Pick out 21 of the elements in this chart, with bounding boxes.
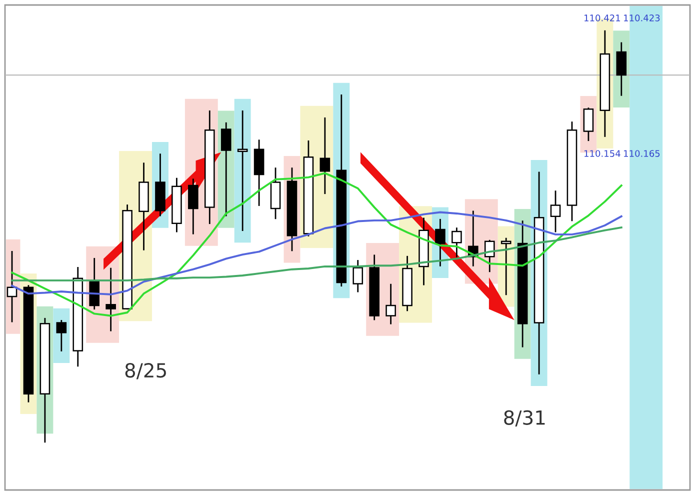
text: 110.423 [624,14,660,22]
candlestick [106,268,116,332]
candlestick [550,190,561,232]
candlestick [435,218,446,266]
candlestick [500,238,512,296]
candlestick [220,122,232,216]
text: 110.421 [584,14,620,22]
candlestick [452,228,462,258]
candlestick [6,250,18,322]
candlestick [583,108,594,142]
candlestick [56,320,67,352]
candlestick [616,42,627,96]
candlestick [352,260,364,292]
candlestick [386,284,396,324]
candlestick [320,117,330,194]
candlestick [237,110,248,232]
candlestick [188,178,198,234]
annotation: 8/25 [125,362,166,380]
annotation: 110.165 [624,150,660,157]
annotation: 110.154 [584,150,620,157]
annotation: 8/31 [504,410,545,426]
